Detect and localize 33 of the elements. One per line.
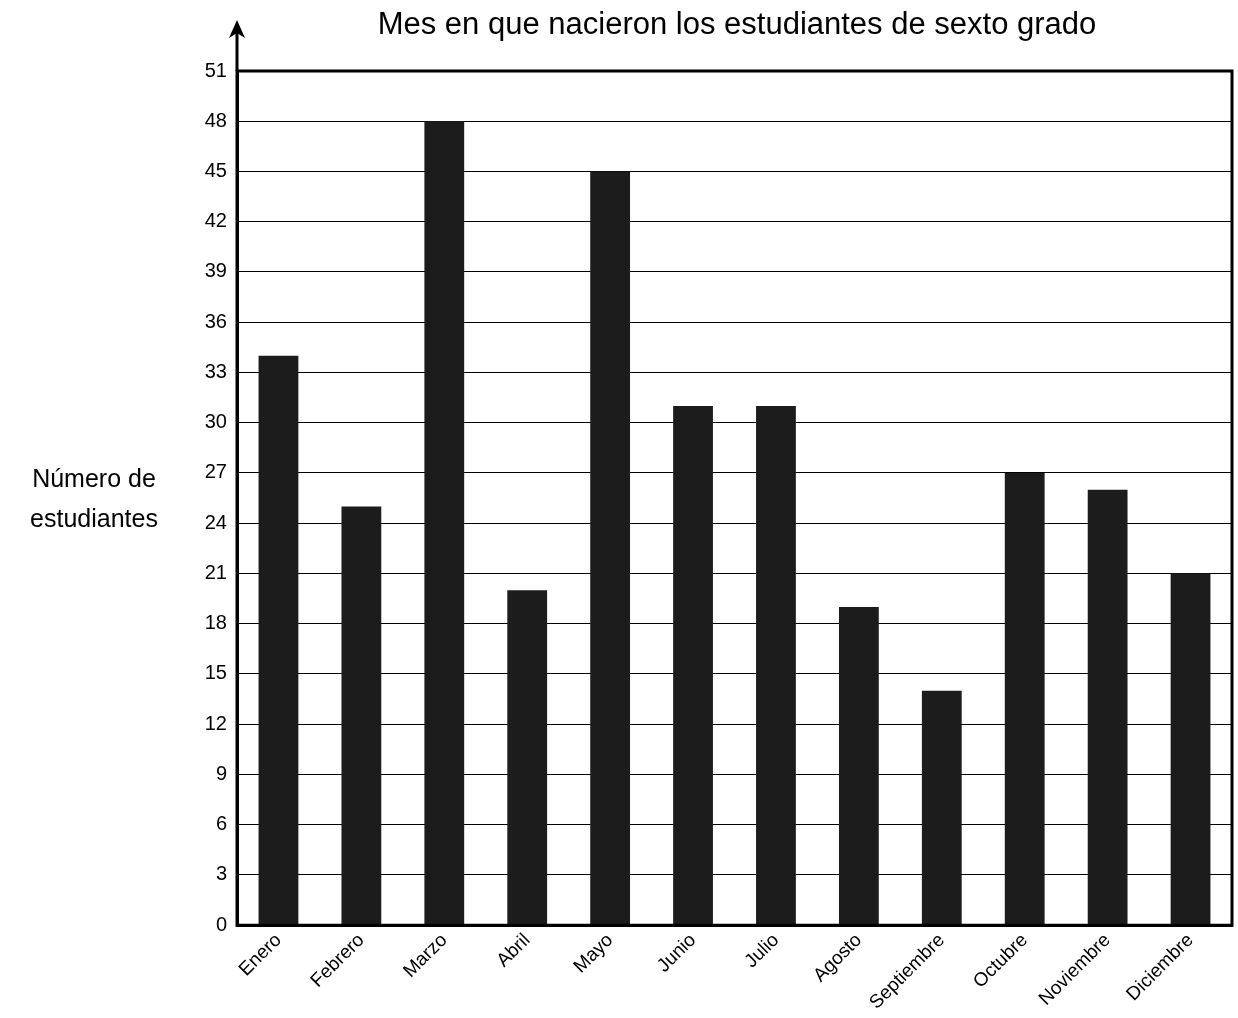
y-tick-label: 30 — [204, 410, 227, 433]
y-tick-label: 3 — [215, 862, 227, 885]
x-tick-label: Julio — [740, 928, 783, 972]
y-tick-label: 24 — [204, 510, 227, 533]
y-tick-label: 51 — [204, 58, 227, 81]
y-tick-label: 39 — [204, 259, 227, 282]
bar — [424, 121, 465, 925]
y-tick-label: 45 — [204, 159, 227, 182]
y-tick-label: 27 — [204, 460, 227, 483]
y-tick-label: 18 — [204, 611, 227, 634]
y-tick-label: 12 — [204, 711, 227, 734]
bar — [673, 405, 713, 925]
bar — [507, 590, 548, 925]
bar — [1087, 489, 1128, 925]
y-tick-label: 15 — [204, 661, 227, 684]
y-axis-title: Número de estudiantes — [29, 463, 159, 534]
y-tick-label: 0 — [215, 912, 227, 935]
bar — [590, 171, 631, 925]
chart-title: Mes en que nacieron los estudiantes de sexto grado — [376, 6, 1098, 42]
bar — [838, 606, 879, 925]
bar — [1170, 573, 1211, 925]
y-tick-label: 42 — [204, 209, 227, 232]
bar — [921, 690, 962, 925]
bar — [341, 506, 382, 925]
bar — [1004, 472, 1045, 925]
y-tick-label: 6 — [215, 812, 227, 835]
y-tick-label: 33 — [204, 359, 227, 382]
bar — [258, 355, 299, 925]
y-tick-label: 9 — [215, 761, 227, 784]
y-tick-label: 48 — [204, 108, 227, 131]
bar — [756, 405, 796, 925]
y-tick-label: 21 — [204, 560, 227, 583]
y-tick-label: 36 — [204, 309, 227, 332]
